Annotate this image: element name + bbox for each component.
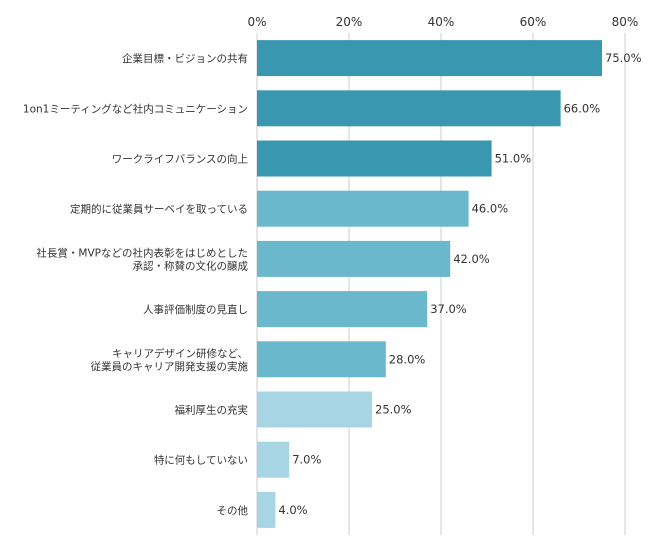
bar xyxy=(257,90,561,127)
value-label: 28.0% xyxy=(389,352,426,366)
category-label: キャリアデザイン研修など、 xyxy=(112,347,248,360)
value-label: 46.0% xyxy=(472,202,509,216)
category-label: 従業員のキャリア開発支援の実施 xyxy=(91,360,249,373)
bar xyxy=(257,140,492,177)
bar xyxy=(257,240,451,277)
bar xyxy=(257,190,469,227)
bar xyxy=(257,491,276,528)
value-label: 42.0% xyxy=(453,252,490,266)
bar xyxy=(257,40,602,77)
x-tick-label: 20% xyxy=(336,15,363,29)
value-label: 66.0% xyxy=(564,101,601,115)
category-label: 定期的に従業員サーベイを取っている xyxy=(70,203,248,216)
bar xyxy=(257,291,428,328)
category-label: 1on1ミーティングなど社内コミュニケーション xyxy=(23,102,248,115)
category-label: ワークライフバランスの向上 xyxy=(112,153,248,166)
category-label: 福利厚生の充実 xyxy=(175,404,249,417)
category-label: 特に何もしていない xyxy=(154,454,248,467)
value-label: 25.0% xyxy=(375,403,412,417)
bar xyxy=(257,441,290,478)
bars xyxy=(257,40,602,528)
category-label: その他 xyxy=(217,504,249,517)
bar xyxy=(257,341,386,378)
category-label: 人事評価制度の見直し xyxy=(143,303,248,316)
category-labels: 企業目標・ビジョンの共有 1on1ミーティングなど社内コミュニケーションワークライ… xyxy=(23,52,249,517)
x-tick-label: 80% xyxy=(612,15,639,29)
value-label: 4.0% xyxy=(278,503,307,517)
category-label: 社長賞・MVPなどの社内表彰をはじめとした xyxy=(36,246,248,259)
x-tick-label: 60% xyxy=(520,15,547,29)
bar xyxy=(257,391,372,428)
x-tick-label: 40% xyxy=(428,15,455,29)
value-label: 75.0% xyxy=(605,51,642,65)
value-label: 51.0% xyxy=(495,152,532,166)
x-tick-label: 0% xyxy=(247,15,266,29)
x-axis-ticks: 0% 20% 40% 60% 80% xyxy=(247,15,638,29)
category-label: 企業目標・ビジョンの共有 xyxy=(122,52,248,65)
category-label: 承認・称賛の文化の醸成 xyxy=(133,259,249,272)
value-label: 7.0% xyxy=(292,453,321,467)
value-labels: 75.0% 66.0% 51.0% 46.0% 42.0% 37.0% 28.0% 25.0%… xyxy=(278,51,641,517)
value-label: 37.0% xyxy=(430,302,467,316)
